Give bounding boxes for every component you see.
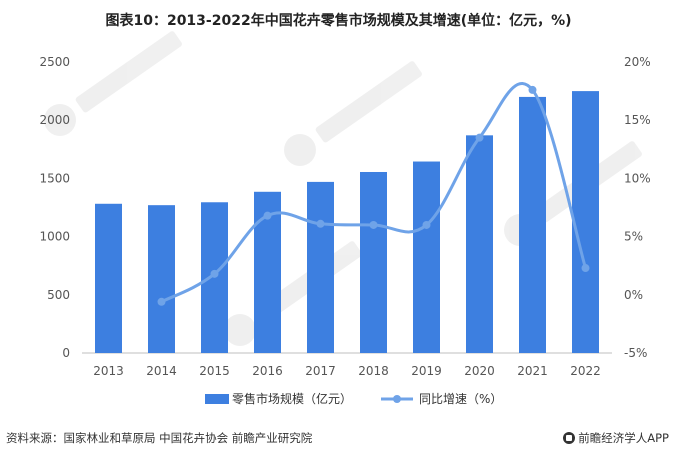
watermark-mark: [224, 241, 362, 346]
legend-bar-label: 零售市场规模（亿元）: [232, 391, 352, 406]
y-left-tick-label: 2500: [39, 55, 70, 69]
legend-line-label: 同比增速（%）: [419, 392, 502, 406]
y-left-tick-label: 1500: [39, 171, 70, 185]
x-tick-label: 2013: [93, 364, 124, 378]
growth-point: [263, 211, 272, 220]
x-tick-label: 2014: [146, 364, 177, 378]
bar: [519, 96, 546, 354]
y-right-tick-label: 10%: [624, 171, 651, 185]
bar: [307, 181, 334, 353]
y-right-axis: -5% 0% 5% 10% 15% 20%: [624, 55, 651, 360]
x-tick-label: 2018: [358, 364, 389, 378]
growth-point: [157, 297, 166, 306]
watermark-logo: [284, 134, 316, 166]
x-tick-label: 2019: [411, 364, 442, 378]
y-right-tick-label: 0%: [624, 288, 643, 302]
source-note: 资料来源：国家林业和草原局 中国花卉协会 前瞻产业研究院: [6, 431, 313, 445]
growth-point: [210, 269, 219, 278]
x-tick-label: 2022: [570, 364, 601, 378]
y-left-axis: 0 500 1000 1500 2000 2500: [39, 55, 70, 360]
growth-point: [422, 220, 431, 229]
y-right-tick-label: 20%: [624, 55, 651, 69]
chart-title: 图表10：2013-2022年中国花卉零售市场规模及其增速(单位：亿元，%): [105, 13, 572, 29]
bar: [148, 205, 175, 353]
watermark-mark: [44, 31, 182, 136]
growth-point: [369, 220, 378, 229]
bar-series: [95, 91, 599, 354]
watermark-logo: [224, 314, 256, 346]
growth-point: [581, 264, 590, 273]
growth-point: [475, 133, 484, 142]
line-series: [157, 82, 590, 306]
y-left-tick-label: 2000: [39, 113, 70, 127]
watermark-band: [315, 61, 422, 143]
legend-line-dot: [393, 395, 401, 403]
brand-text: 前瞻经济学人APP: [578, 431, 669, 445]
watermark-band: [75, 31, 182, 113]
legend-bar-swatch: [205, 394, 229, 404]
y-left-tick-label: 500: [47, 288, 70, 302]
y-right-tick-label: -5%: [624, 346, 647, 360]
x-axis: 2013 2014 2015 2016 2017 2018 2019 2020 2021 2022: [93, 364, 601, 378]
y-left-tick-label: 1000: [39, 230, 70, 244]
legend: 零售市场规模（亿元） 同比增速（%）: [205, 391, 502, 406]
watermark-logo: [44, 104, 76, 136]
watermark-mark: [284, 61, 422, 166]
x-tick-label: 2015: [199, 364, 230, 378]
watermark: [44, 31, 642, 346]
bar: [466, 135, 493, 353]
y-left-tick-label: 0: [62, 346, 70, 360]
growth-point: [528, 85, 537, 94]
bar: [572, 91, 599, 353]
x-tick-label: 2021: [517, 364, 548, 378]
bar: [360, 171, 387, 353]
bar: [95, 203, 122, 353]
brand-icon: [563, 432, 576, 444]
y-right-tick-label: 15%: [624, 113, 651, 127]
y-right-tick-label: 5%: [624, 230, 643, 244]
x-tick-label: 2020: [464, 364, 495, 378]
bar: [413, 161, 440, 353]
growth-point: [316, 219, 325, 228]
brand-label: 前瞻经济学人APP: [563, 430, 669, 446]
x-tick-label: 2016: [252, 364, 283, 378]
x-tick-label: 2017: [305, 364, 336, 378]
